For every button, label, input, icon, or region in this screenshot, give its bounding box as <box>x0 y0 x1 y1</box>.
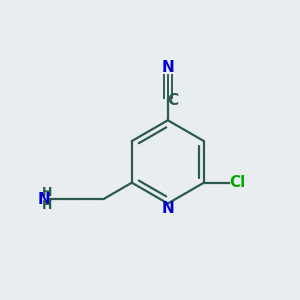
Text: Cl: Cl <box>229 175 246 190</box>
Text: N: N <box>161 201 174 216</box>
Text: N: N <box>37 191 50 206</box>
Text: H: H <box>42 199 52 212</box>
Text: C: C <box>168 94 179 109</box>
Text: N: N <box>161 60 174 75</box>
Text: H: H <box>42 186 52 199</box>
